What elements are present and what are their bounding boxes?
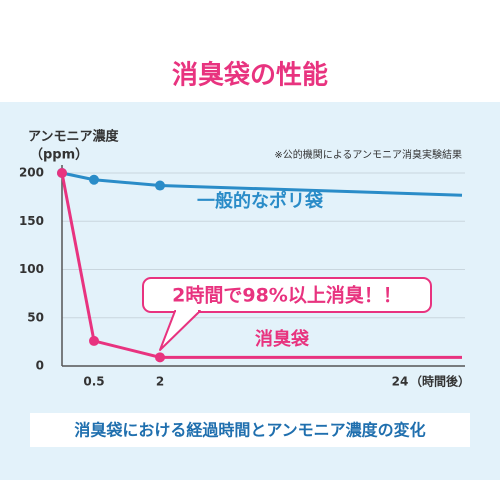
y-tick-label: 100 [19, 262, 44, 276]
x-tick-label: 24 [392, 375, 409, 389]
x-tick-label: 2 [156, 375, 164, 389]
point [89, 174, 99, 185]
y-tick-label: 50 [27, 310, 44, 324]
series-line [60, 172, 462, 359]
chart-title: 消臭袋の性能 [172, 60, 328, 91]
x-tick-label: 0.5 [83, 375, 104, 389]
callout-box [142, 277, 432, 313]
point [89, 335, 99, 346]
note: ※公的機関によるアンモニア消臭実験結果 [274, 148, 462, 161]
y-tick-label: 0 [36, 359, 44, 373]
y-axis-label: アンモニア濃度 [28, 129, 119, 145]
caption: 消臭袋における経過時間とアンモニア濃度の変化 [74, 421, 425, 440]
series-line [61, 171, 463, 197]
callout-tail-cover [176, 308, 198, 312]
series-label: 一般的なポリ袋 [197, 190, 324, 212]
y-axis-unit: （ppm） [30, 147, 88, 163]
x-axis-unit: （時間後） [410, 374, 470, 389]
caption-box [30, 413, 470, 447]
series-label: 消臭袋 [255, 328, 310, 350]
annotation: 2時間で98%以上消臭！！ [172, 284, 402, 307]
y-tick-label: 150 [19, 214, 44, 228]
y-tick-label: 200 [19, 166, 44, 180]
point [155, 180, 165, 191]
point [57, 168, 67, 178]
point [155, 352, 165, 363]
